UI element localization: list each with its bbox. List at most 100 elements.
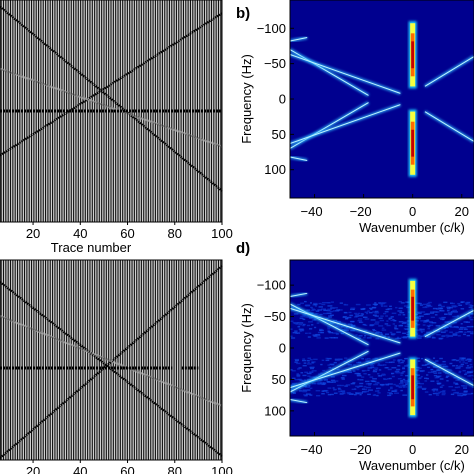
noise-speck <box>363 316 368 318</box>
noise-speck <box>420 335 425 337</box>
x-tick-label: 20 <box>454 442 468 457</box>
noise-speck <box>361 369 367 372</box>
noise-speck <box>424 377 428 380</box>
fk-event-line <box>290 303 369 346</box>
noise-speck <box>426 377 429 380</box>
noise-speck <box>387 394 392 397</box>
noise-speck <box>336 384 341 387</box>
noise-speck <box>334 307 338 309</box>
noise-speck <box>327 326 331 328</box>
noise-speck <box>356 361 359 364</box>
noise-speck <box>311 382 317 385</box>
noise-speck <box>470 392 474 395</box>
noise-speck <box>316 335 321 337</box>
y-axis-label: Frequency (Hz) <box>239 54 254 144</box>
noise-speck <box>455 331 460 334</box>
noise-speck <box>400 372 404 374</box>
noise-speck <box>421 364 427 366</box>
noise-speck <box>307 378 312 381</box>
noise-speck <box>306 359 310 362</box>
noise-speck <box>310 306 313 309</box>
noise-speck <box>425 363 429 366</box>
noise-speck <box>367 393 371 396</box>
noise-speck <box>376 331 380 333</box>
noise-speck <box>332 319 338 322</box>
noise-speck <box>420 328 425 331</box>
noise-speck <box>363 386 367 388</box>
noise-speck <box>452 309 457 312</box>
noise-speck <box>354 312 358 315</box>
x-tick-label: 0 <box>409 204 416 219</box>
noise-speck <box>421 387 427 390</box>
noise-speck <box>370 365 375 367</box>
noise-speck <box>294 358 300 361</box>
noise-speck <box>455 382 458 385</box>
noise-speck <box>320 382 325 384</box>
noise-speck <box>424 391 429 393</box>
y-tick-label: 100 <box>264 403 286 418</box>
noise-speck <box>471 332 474 335</box>
noise-speck <box>448 313 452 316</box>
noise-speck <box>308 328 313 330</box>
x-tick-label: −20 <box>350 442 372 457</box>
noise-speck <box>346 316 352 319</box>
noise-speck <box>444 330 448 332</box>
noise-speck <box>453 381 456 384</box>
noise-speck <box>330 376 335 378</box>
noise-speck <box>330 379 336 382</box>
noise-speck <box>385 361 391 364</box>
noise-speck <box>320 331 325 334</box>
noise-speck <box>304 332 308 335</box>
noise-speck <box>340 384 344 387</box>
noise-speck <box>374 302 377 304</box>
noise-speck <box>466 371 472 373</box>
noise-speck <box>307 361 310 364</box>
noise-speck <box>336 321 341 323</box>
noise-speck <box>386 324 391 327</box>
noise-speck <box>372 314 377 316</box>
noise-speck <box>438 372 442 374</box>
noise-speck <box>403 336 408 338</box>
noise-speck <box>328 366 332 369</box>
noise-speck <box>434 377 439 379</box>
noise-speck <box>367 367 372 369</box>
noise-speck <box>292 331 297 334</box>
noise-speck <box>389 387 393 390</box>
noise-speck <box>311 324 314 326</box>
noise-speck <box>329 363 335 366</box>
noise-speck <box>303 379 306 381</box>
x-tick-label: 20 <box>26 226 40 241</box>
noise-speck <box>403 328 409 330</box>
noise-speck <box>458 361 462 363</box>
noise-speck <box>325 359 330 362</box>
noise-speck <box>381 327 385 329</box>
noise-speck <box>428 324 434 326</box>
noise-speck <box>397 359 403 361</box>
noise-speck <box>402 366 405 369</box>
noise-speck <box>293 322 297 325</box>
noise-speck <box>400 302 405 304</box>
noise-speck <box>296 374 301 376</box>
noise-speck <box>333 361 337 364</box>
noise-speck <box>405 374 409 377</box>
x-tick-label: 20 <box>454 204 468 219</box>
noise-speck <box>350 324 353 326</box>
noise-speck <box>308 321 313 323</box>
noise-speck <box>469 358 473 361</box>
noise-speck <box>365 383 371 385</box>
noise-speck <box>388 318 391 320</box>
noise-speck <box>461 359 465 361</box>
noise-speck <box>327 364 331 366</box>
noise-speck <box>373 383 379 386</box>
noise-speck <box>460 363 465 366</box>
noise-speck <box>462 385 468 387</box>
noise-speck <box>460 323 463 325</box>
noise-speck <box>437 383 441 385</box>
noise-speck <box>370 308 373 310</box>
noise-speck <box>311 316 314 319</box>
noise-speck <box>467 331 471 333</box>
noise-speck <box>356 375 362 377</box>
noise-speck <box>397 377 402 380</box>
noise-speck <box>403 305 409 307</box>
noise-speck <box>415 366 420 369</box>
